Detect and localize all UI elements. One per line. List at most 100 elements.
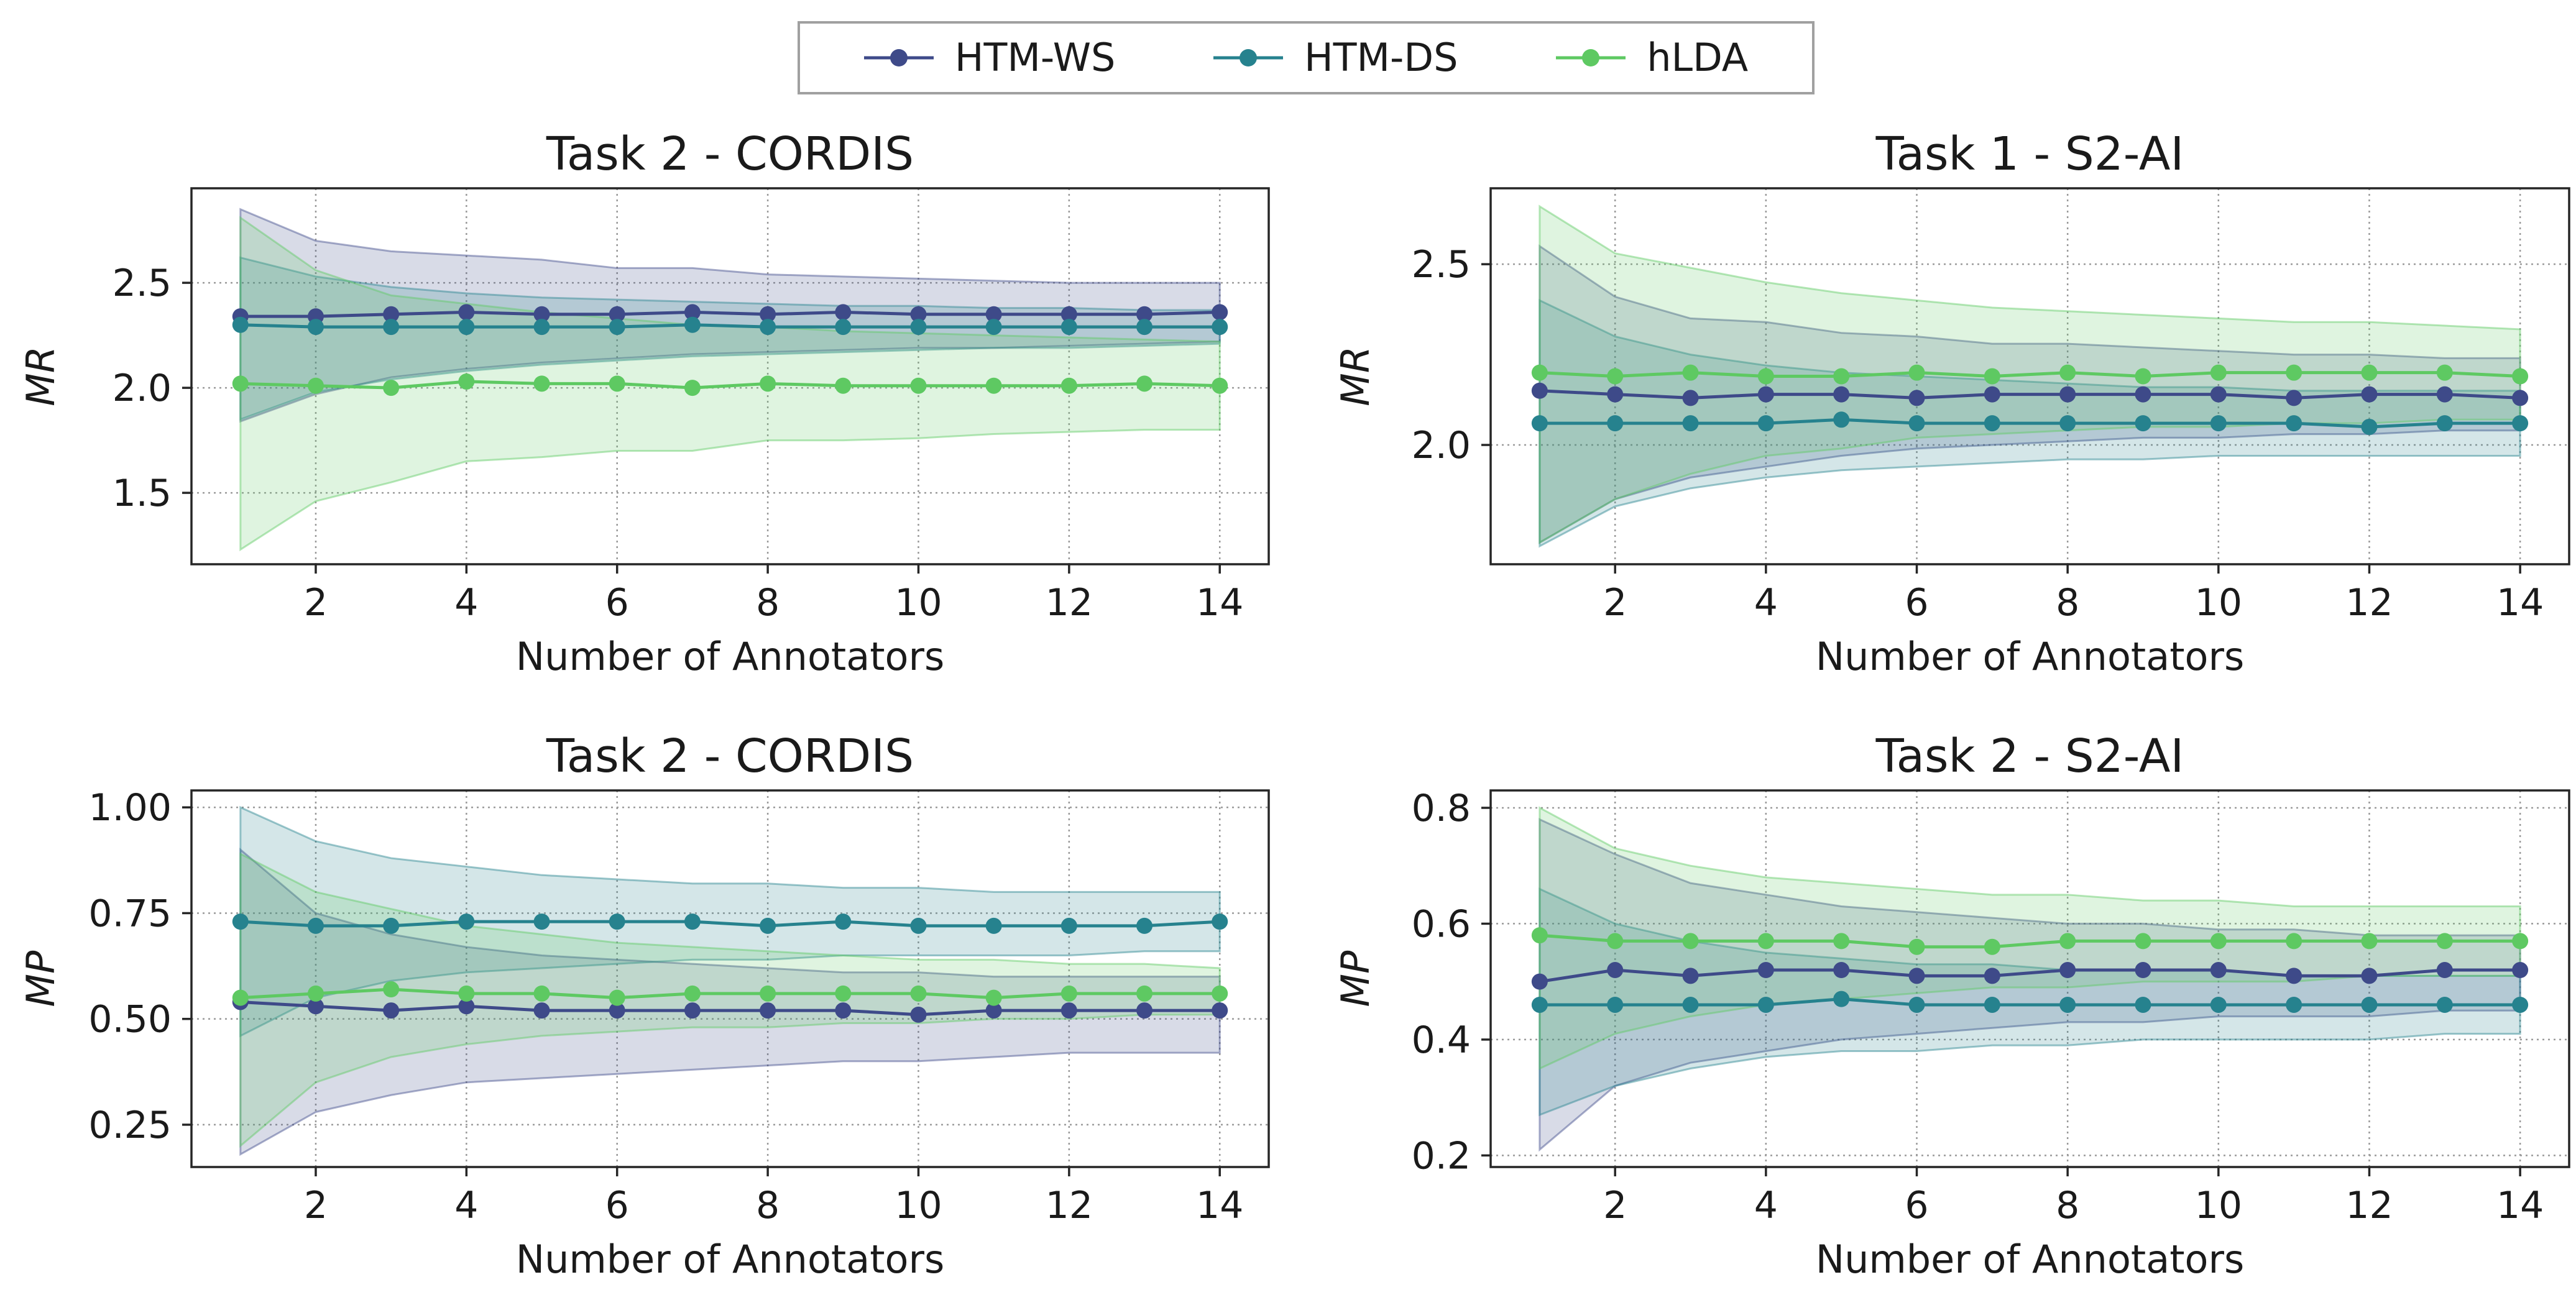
data-point-htm-ds [307,917,324,934]
panel-title: Task 1 - S2-AI [1875,127,2184,181]
panel-4: 2 4 6 8 10 12 14 0.2 0.4 0.6 0.8 Task 2 - S2-AI Numb… [1333,730,2570,1282]
data-point-htm-ds [760,319,776,336]
data-point-hlda [684,380,701,396]
data-point-htm-ws [2436,386,2453,403]
series-line-htm-ws [1539,389,2521,400]
data-point-hlda [1212,985,1228,1002]
legend-entry-htm-ws: HTM-WS [863,39,1115,77]
data-point-htm-ws [2210,962,2227,979]
data-point-htm-ws [1212,304,1228,321]
x-tick-label: 12 [1046,581,1093,625]
data-point-hlda [1531,927,1548,944]
series-line-htm-ds [240,920,1220,928]
y-tick-label: 0.6 [1412,902,1471,946]
data-point-htm-ws [1682,390,1699,406]
x-tick-label: 6 [1905,1184,1928,1227]
x-tick-label: 4 [1754,581,1778,625]
series-line-htm-ds [1539,997,2521,1007]
data-point-htm-ds [1908,415,1925,432]
data-point-htm-ds [2286,996,2302,1013]
data-point-hlda [910,377,927,394]
legend-marker-hlda [1556,49,1626,66]
data-point-hlda [307,377,324,394]
data-point-hlda [1136,375,1153,392]
data-point-htm-ds [1531,415,1548,432]
data-point-hlda [1908,938,1925,955]
data-point-hlda [232,375,249,392]
series-line-htm-ws [240,1000,1220,1017]
data-point-htm-ws [1908,968,1925,984]
data-point-htm-ds [2135,415,2151,432]
data-point-htm-ws [609,306,625,323]
data-point-htm-ws [910,306,927,323]
data-point-hlda [533,375,550,392]
data-point-htm-ws [1607,386,1624,403]
data-point-htm-ws [1757,386,1774,403]
data-point-htm-ws [2512,962,2529,979]
data-point-htm-ws [835,304,852,321]
data-point-htm-ds [232,913,249,930]
data-point-htm-ds [1607,415,1624,432]
x-tick-label: 2 [1603,581,1627,625]
data-point-htm-ws [910,1006,927,1023]
y-axis-label: MP [18,950,63,1007]
data-point-htm-ds [1757,996,1774,1013]
data-point-htm-ws [1984,968,2000,984]
data-point-hlda [2059,364,2076,381]
data-point-htm-ws [1531,973,1548,990]
data-point-htm-ds [458,319,475,336]
data-point-htm-ws [1136,1002,1153,1019]
data-point-hlda [985,377,1002,394]
data-point-htm-ws [1212,1002,1228,1019]
data-point-hlda [2210,933,2227,950]
x-tick-label: 2 [1603,1184,1627,1227]
y-tick-label: 2.0 [1412,424,1471,467]
data-point-htm-ws [1833,386,1850,403]
data-point-hlda [1984,938,2000,955]
data-point-htm-ds [458,913,475,930]
data-point-hlda [232,989,249,1006]
data-point-htm-ds [533,913,550,930]
data-point-htm-ds [760,917,776,934]
data-point-hlda [1984,368,2000,385]
data-point-htm-ws [2059,386,2076,403]
data-point-hlda [1607,368,1624,385]
data-point-htm-ws [684,304,701,321]
data-point-htm-ds [2361,418,2378,435]
series-line-hlda [240,380,1220,390]
data-point-htm-ws [1060,306,1077,323]
series-line-hlda [240,987,1220,1000]
data-point-hlda [1136,985,1153,1002]
data-point-htm-ds [1060,917,1077,934]
data-point-hlda [2361,364,2378,381]
data-point-htm-ds [232,316,249,333]
legend-label-htm-ds: HTM-DS [1304,35,1458,80]
data-point-htm-ws [2286,390,2302,406]
data-point-hlda [2512,933,2529,950]
data-point-hlda [383,981,400,998]
data-point-htm-ds [684,913,701,930]
data-point-htm-ds [1682,415,1699,432]
data-point-htm-ws [985,306,1002,323]
y-tick-label: 2.5 [1412,243,1471,286]
y-tick-label: 2.0 [113,367,172,410]
data-point-hlda [533,985,550,1002]
legend-entry-hlda: hLDA [1556,39,1748,77]
data-point-htm-ws [533,1002,550,1019]
x-tick-label: 2 [304,1184,328,1227]
data-point-htm-ws [383,1002,400,1019]
data-point-htm-ds [835,913,852,930]
x-tick-label: 14 [1196,1184,1243,1227]
x-tick-label: 4 [1754,1184,1778,1227]
data-point-hlda [835,377,852,394]
data-point-htm-ds [2361,996,2378,1013]
data-point-htm-ws [1531,382,1548,399]
series-line-hlda [1539,933,2521,949]
data-point-hlda [2286,364,2302,381]
data-point-htm-ds [383,319,400,336]
data-point-htm-ds [835,319,852,336]
data-point-htm-ws [2512,390,2529,406]
band-htm-ds [239,805,1221,1038]
data-point-htm-ws [533,306,550,323]
data-point-hlda [985,989,1002,1006]
